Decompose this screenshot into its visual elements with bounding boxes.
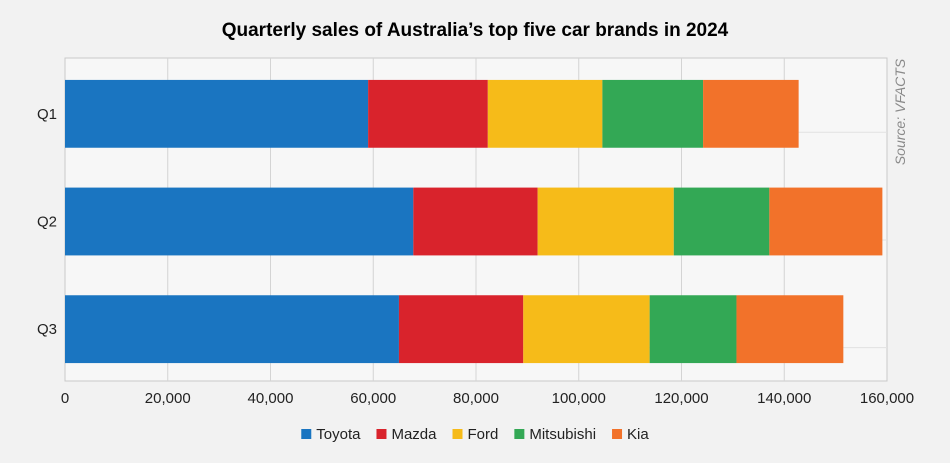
legend-label: Mitsubishi (529, 426, 596, 443)
category-label: Q3 (37, 321, 57, 338)
x-tick-label: 120,000 (654, 390, 708, 407)
bar-ford-q1 (487, 79, 603, 148)
bar-kia-q3 (736, 295, 844, 364)
bar-mazda-q2 (413, 187, 538, 256)
bar-kia-q2 (769, 187, 883, 256)
x-tick-label: 60,000 (350, 390, 396, 407)
chart-title: Quarterly sales of Australia’s top five … (222, 20, 729, 41)
legend-label: Mazda (391, 426, 437, 443)
legend-label: Toyota (316, 426, 361, 443)
bar-ford-q3 (523, 295, 650, 364)
x-tick-label: 40,000 (248, 390, 294, 407)
x-tick-label: 20,000 (145, 390, 191, 407)
x-axis-ticks: 0 20,000 40,000 60,000 80,000 100,000 120,000 1… (61, 390, 914, 407)
category-labels: Q1 Q2 Q3 (37, 106, 57, 338)
x-tick-label: 80,000 (453, 390, 499, 407)
bar-kia-q1 (703, 79, 799, 148)
bar-mazda-q1 (368, 79, 488, 148)
bar-mitsubishi-q1 (602, 79, 704, 148)
bar-toyota-q2 (65, 187, 414, 256)
bar-toyota-q1 (65, 79, 369, 148)
x-tick-label: 160,000 (860, 390, 914, 407)
legend-swatch-ford (452, 429, 463, 439)
legend-label: Kia (627, 426, 649, 443)
category-label: Q1 (37, 106, 57, 123)
bar-ford-q2 (537, 187, 674, 256)
x-tick-label: 100,000 (552, 390, 606, 407)
legend: Toyota Mazda Ford Mitsubishi Kia (301, 426, 649, 443)
category-label: Q2 (37, 214, 57, 231)
bar-mazda-q3 (398, 295, 524, 364)
legend-swatch-mazda (376, 429, 387, 439)
legend-swatch-toyota (301, 429, 312, 439)
legend-swatch-kia (612, 429, 623, 439)
x-tick-label: 0 (61, 390, 69, 407)
legend-swatch-mitsubishi (514, 429, 525, 439)
legend-label: Ford (468, 426, 499, 443)
source-note: Source: VFACTS (892, 58, 908, 165)
bars-group (65, 79, 883, 364)
bar-mitsubishi-q3 (649, 295, 737, 364)
x-tick-label: 140,000 (757, 390, 811, 407)
bar-toyota-q3 (65, 295, 399, 364)
bar-mitsubishi-q2 (673, 187, 770, 256)
